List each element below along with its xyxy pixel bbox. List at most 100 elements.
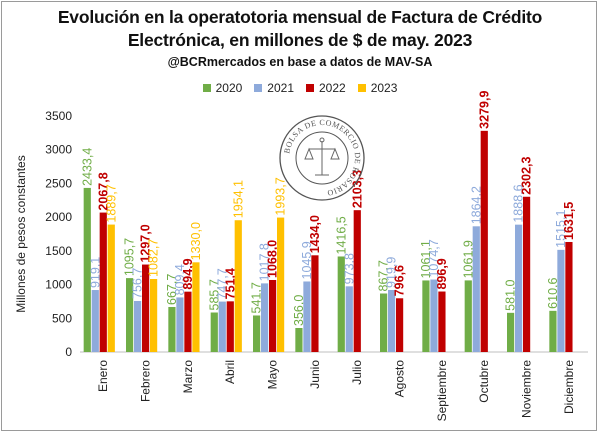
data-label-2021-diciembre: 1515,1 xyxy=(554,210,568,248)
legend-swatch-2020 xyxy=(202,83,211,92)
data-label-2023-febrero: 1082,7 xyxy=(147,239,161,277)
bar-2022-febrero xyxy=(142,264,150,352)
bar-2021-febrero xyxy=(134,300,142,352)
bar-2020-agosto xyxy=(380,293,388,352)
data-label-2021-marzo: 809,4 xyxy=(173,264,187,295)
bar-2022-enero xyxy=(99,212,107,352)
y-tick-label: 3500 xyxy=(45,109,72,123)
bar-2022-septiembre xyxy=(438,291,446,352)
bar-2022-mayo xyxy=(269,279,277,352)
bar-2023-mayo xyxy=(277,217,285,352)
bar-2020-abril xyxy=(210,312,218,352)
data-label-2021-agosto: 919,9 xyxy=(385,257,399,288)
data-label-2020-diciembre: 610,6 xyxy=(546,277,560,308)
legend-item-2021: 2021 xyxy=(254,81,294,95)
data-label-2022-julio: 2103,3 xyxy=(350,170,364,208)
data-label-2022-noviembre: 2302,3 xyxy=(520,156,534,194)
bar-2020-febrero xyxy=(126,278,134,352)
bar-2022-agosto xyxy=(396,298,404,352)
bar-2023-marzo xyxy=(192,262,200,352)
legend-item-2020: 2020 xyxy=(202,81,243,95)
bar-2020-noviembre xyxy=(507,312,515,352)
bar-2021-enero xyxy=(91,290,99,352)
bar-2021-diciembre xyxy=(557,249,565,352)
bar-2021-octubre xyxy=(472,226,480,352)
legend-item-2023: 2023 xyxy=(357,81,398,95)
bar-2022-noviembre xyxy=(523,196,531,352)
data-label-2022-marzo: 894,9 xyxy=(181,258,195,289)
chart-title-line-2: Electrónica, en millones de $ de may. 20… xyxy=(127,30,473,50)
x-tick-label-febrero: Febrero xyxy=(139,360,153,402)
data-label-2021-mayo: 1017,8 xyxy=(258,243,272,281)
x-tick-label-octubre: Octubre xyxy=(477,360,491,403)
y-tick-label: 500 xyxy=(52,311,72,325)
data-label-2020-mayo: 541,7 xyxy=(250,282,264,313)
data-label-2023-abril: 1954,1 xyxy=(231,180,245,218)
chart-subtitle: @BCRmercados en base a datos de MAV-SA xyxy=(167,55,433,69)
legend-label-2023: 2023 xyxy=(370,81,398,95)
bar-2020-mayo xyxy=(253,315,261,352)
data-label-2020-julio: 1416,5 xyxy=(334,216,348,254)
y-tick-label: 1000 xyxy=(45,278,72,292)
x-tick-label-abril: Abril xyxy=(223,360,237,384)
data-label-2021-febrero: 756,7 xyxy=(131,268,145,299)
bar-2022-diciembre xyxy=(565,241,573,352)
bar-2020-diciembre xyxy=(549,310,557,352)
chart-title-line-1: Evolución en la operatotoria mensual de … xyxy=(57,7,543,27)
data-label-2020-febrero: 1095,7 xyxy=(123,238,137,276)
x-tick-label-julio: Julio xyxy=(350,360,364,385)
y-axis-label: Millones de pesos constantes xyxy=(14,155,28,312)
bar-2020-julio xyxy=(337,256,345,352)
data-label-2021-abril: 747,7 xyxy=(215,268,229,299)
x-tick-label-junio: Junio xyxy=(308,360,322,389)
data-label-2022-mayo: 1068,0 xyxy=(266,240,280,278)
data-label-2020-octubre: 1061,9 xyxy=(461,240,475,278)
x-tick-label-agosto: Agosto xyxy=(393,360,407,398)
data-label-2022-abril: 751,4 xyxy=(223,268,237,299)
x-tick-label-enero: Enero xyxy=(96,360,110,392)
bar-2022-marzo xyxy=(184,291,192,352)
legend-item-2022: 2022 xyxy=(306,81,346,95)
data-label-2022-enero: 2067,8 xyxy=(96,172,110,210)
data-label-2020-abril: 585,7 xyxy=(207,279,221,310)
bar-2020-septiembre xyxy=(422,280,430,352)
data-label-2022-diciembre: 1631,5 xyxy=(562,202,576,240)
data-label-2022-agosto: 796,6 xyxy=(393,265,407,296)
data-label-2020-enero: 2433,4 xyxy=(80,148,94,186)
bar-2020-octubre xyxy=(464,280,472,352)
data-label-2023-enero: 1889,7 xyxy=(104,184,118,222)
bar-2023-febrero xyxy=(150,278,158,352)
bar-2020-marzo xyxy=(168,306,176,352)
legend-label-2020: 2020 xyxy=(215,81,243,95)
x-tick-label-septiembre: Septiembre xyxy=(435,360,449,422)
y-tick-label: 1500 xyxy=(45,244,72,258)
y-tick-label: 2500 xyxy=(45,176,72,190)
data-label-2021-julio: 973,8 xyxy=(342,253,356,284)
data-label-2022-junio: 1434,0 xyxy=(308,215,322,253)
data-label-2020-junio: 356,0 xyxy=(292,295,306,326)
bar-2020-junio xyxy=(295,327,303,352)
bar-2022-octubre xyxy=(480,130,488,352)
x-tick-label-diciembre: Diciembre xyxy=(562,360,576,414)
data-label-2021-noviembre: 1888,6 xyxy=(512,184,526,222)
x-tick-label-noviembre: Noviembre xyxy=(520,360,534,418)
bar-2021-noviembre xyxy=(515,224,523,352)
seal-emblem-icon xyxy=(304,137,340,176)
x-tick-label-mayo: Mayo xyxy=(266,360,280,390)
bar-2021-abril xyxy=(218,301,226,352)
data-label-2022-septiembre: 896,9 xyxy=(435,258,449,289)
data-label-2020-septiembre: 1061,1 xyxy=(419,240,433,278)
bar-2023-enero xyxy=(107,224,115,352)
bar-2021-junio xyxy=(303,281,311,352)
data-label-2021-septiembre: 1074,7 xyxy=(427,239,441,277)
data-label-2021-enero: 919,1 xyxy=(88,257,102,288)
y-tick-label: 0 xyxy=(65,345,72,359)
legend-label-2021: 2021 xyxy=(267,81,294,95)
bar-2021-agosto xyxy=(388,289,396,352)
data-label-2021-octubre: 1864,2 xyxy=(469,186,483,224)
bar-2022-abril xyxy=(226,301,234,352)
x-tick-label-marzo: Marzo xyxy=(181,360,195,394)
y-tick-label: 2000 xyxy=(45,210,72,224)
bar-2021-mayo xyxy=(261,283,269,352)
